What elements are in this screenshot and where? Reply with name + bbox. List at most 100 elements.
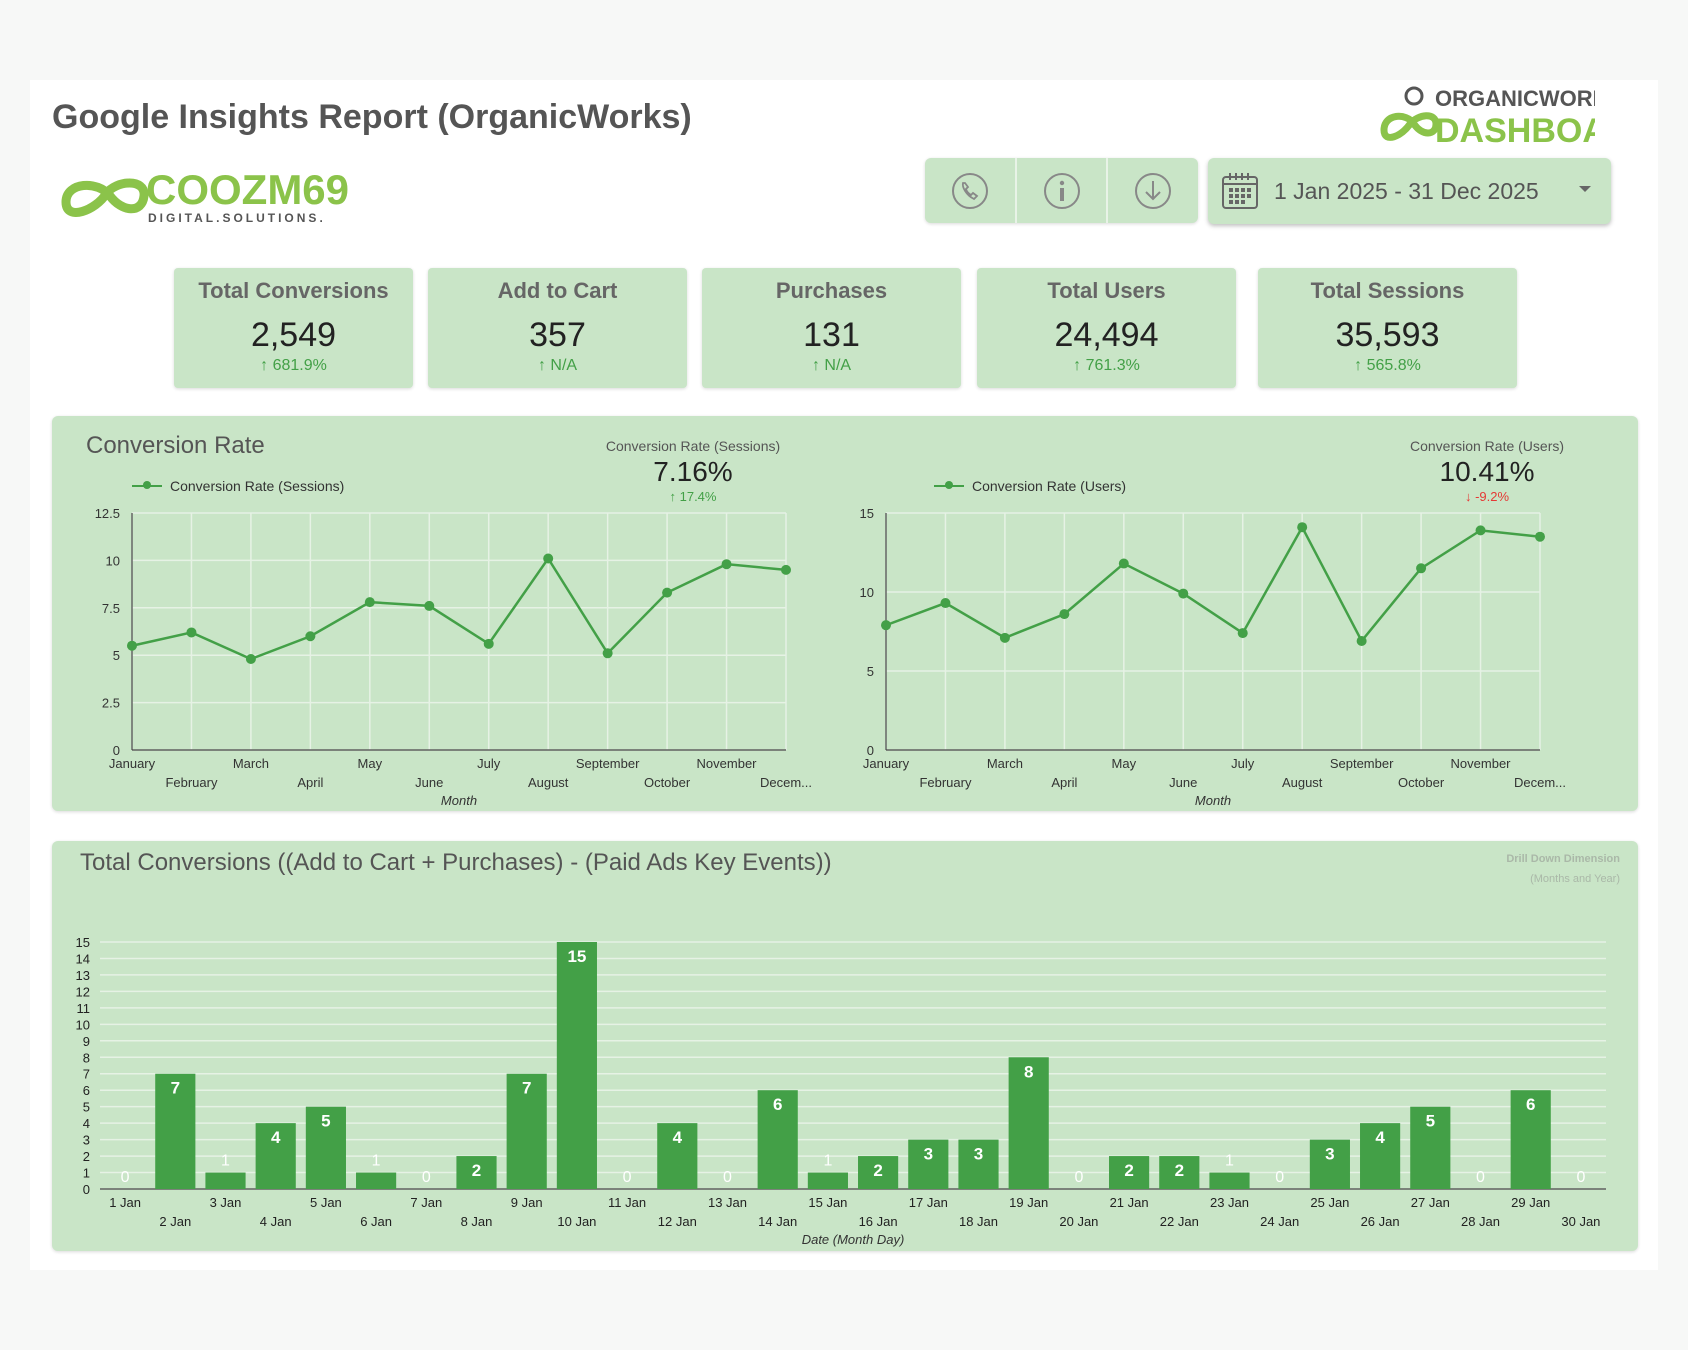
y-tick-label: 2	[83, 1149, 90, 1164]
scorecard-label: Conversion Rate (Sessions)	[605, 438, 781, 454]
call-button[interactable]	[925, 158, 1017, 223]
organicworks-logo-bottom: DASHBOARD	[1435, 112, 1595, 147]
data-point	[1178, 588, 1189, 599]
bar	[1209, 1172, 1250, 1189]
download-button[interactable]	[1108, 158, 1198, 223]
data-label: 1	[372, 1153, 381, 1170]
page-title: Google Insights Report (OrganicWorks)	[52, 98, 692, 136]
kpi-delta: ↑ N/A	[537, 357, 578, 374]
x-tick-label: 13 Jan	[708, 1195, 747, 1210]
bar	[1159, 1156, 1200, 1189]
data-label: 0	[121, 1169, 130, 1186]
data-label: 7	[171, 1079, 180, 1098]
bar	[958, 1139, 999, 1189]
x-tick-label: January	[109, 756, 156, 771]
y-tick-label: 11	[77, 1001, 91, 1016]
data-point	[424, 600, 435, 611]
sessions-line-chart: 0 2.5 5 7.5 10 12.5 January February March April M…	[95, 506, 812, 808]
x-tick-label: 6 Jan	[360, 1214, 392, 1229]
y-tick-label: 10	[106, 553, 120, 568]
x-tick-label: May	[1112, 756, 1137, 771]
data-label: 0	[623, 1169, 632, 1186]
data-point	[543, 553, 554, 564]
kpi-value: 131	[803, 316, 860, 354]
scorecard-delta: ↑ 17.4%	[669, 489, 717, 504]
data-label: 0	[1074, 1169, 1083, 1186]
bar	[657, 1123, 698, 1189]
x-tick-label: October	[1398, 775, 1445, 790]
conversion-rate-title: Conversion Rate	[86, 432, 265, 459]
organicworks-logo: ORGANICWORKS DASHBOARD	[1380, 86, 1595, 147]
data-point	[999, 632, 1010, 643]
kpi-label: Total Users	[1047, 278, 1166, 303]
kpi-label: Add to Cart	[497, 278, 618, 303]
y-tick-label: 15	[76, 935, 90, 950]
kpi-total-sessions: Total Sessions 35,593 ↑ 565.8%	[1258, 268, 1517, 388]
bar	[1008, 1057, 1049, 1189]
data-label: 2	[1124, 1161, 1133, 1180]
y-tick-label: 8	[83, 1050, 90, 1065]
bar	[1410, 1106, 1451, 1189]
data-label: 1	[823, 1153, 832, 1170]
x-tick-label: March	[233, 756, 269, 771]
x-tick-label: January	[863, 756, 910, 771]
x-tick-label: July	[477, 756, 501, 771]
data-label: 4	[1375, 1128, 1385, 1147]
x-tick-label: 7 Jan	[410, 1195, 442, 1210]
data-point	[1416, 563, 1427, 574]
kpi-value: 24,494	[1054, 316, 1159, 354]
action-toolbar	[925, 158, 1198, 223]
info-button[interactable]	[1017, 158, 1109, 223]
scorecard-value: 7.16%	[653, 456, 733, 487]
data-label: 5	[1426, 1112, 1435, 1131]
data-label: 3	[924, 1145, 933, 1164]
x-tick-label: 21 Jan	[1110, 1195, 1149, 1210]
x-tick-label: 28 Jan	[1461, 1214, 1500, 1229]
kpi-delta: ↑ 565.8%	[1354, 357, 1421, 374]
y-tick-label: 15	[860, 506, 874, 521]
series-line	[885, 524, 1541, 644]
y-tick-label: 12.5	[95, 506, 120, 521]
y-tick-label: 0	[83, 1182, 90, 1197]
bar	[506, 1073, 547, 1189]
x-tick-label: 20 Jan	[1059, 1214, 1098, 1229]
y-tick-label: 4	[83, 1116, 90, 1131]
data-point	[602, 648, 613, 659]
data-point	[483, 638, 494, 649]
data-point	[662, 587, 673, 598]
x-tick-label: 8 Jan	[461, 1214, 493, 1229]
legend-users[interactable]: Conversion Rate (Users)	[934, 478, 1126, 494]
data-label: 4	[673, 1128, 683, 1147]
series-line	[131, 556, 787, 661]
x-tick-label: 9 Jan	[511, 1195, 543, 1210]
bar	[356, 1172, 397, 1189]
data-label: 6	[773, 1095, 782, 1114]
drill-down-sub: (Months and Year)	[1530, 873, 1620, 885]
x-tick-label: June	[1169, 775, 1197, 790]
x-tick-label: August	[528, 775, 569, 790]
x-tick-label: 30 Jan	[1561, 1214, 1600, 1229]
x-tick-label: 15 Jan	[808, 1195, 847, 1210]
legend-sessions[interactable]: Conversion Rate (Sessions)	[132, 478, 344, 494]
bar	[908, 1139, 949, 1189]
data-point	[127, 640, 137, 651]
x-tick-label: 4 Jan	[260, 1214, 292, 1229]
bar	[305, 1106, 346, 1189]
data-label: 3	[974, 1145, 983, 1164]
data-label: 0	[1576, 1169, 1585, 1186]
x-tick-label: September	[576, 756, 640, 771]
data-label: 0	[723, 1169, 732, 1186]
legend-label: Conversion Rate (Sessions)	[170, 478, 345, 494]
data-label: 2	[472, 1161, 481, 1180]
date-range-picker[interactable]: 1 Jan 2025 - 31 Dec 2025	[1208, 158, 1611, 224]
y-tick-label: 3	[83, 1133, 90, 1148]
scorecard-users: Conversion Rate (Users) 10.41% ↓ -9.2%	[1387, 438, 1587, 504]
x-tick-label: 5 Jan	[310, 1195, 342, 1210]
kpi-total-conversions: Total Conversions 2,549 ↑ 681.9%	[174, 268, 413, 388]
drill-down-hint[interactable]: Drill Down Dimension (Months and Year)	[1506, 849, 1620, 889]
x-tick-label: 16 Jan	[859, 1214, 898, 1229]
x-tick-label: July	[1231, 756, 1255, 771]
scorecard-delta: ↓ -9.2%	[1464, 489, 1510, 504]
x-tick-label: September	[1330, 756, 1394, 771]
